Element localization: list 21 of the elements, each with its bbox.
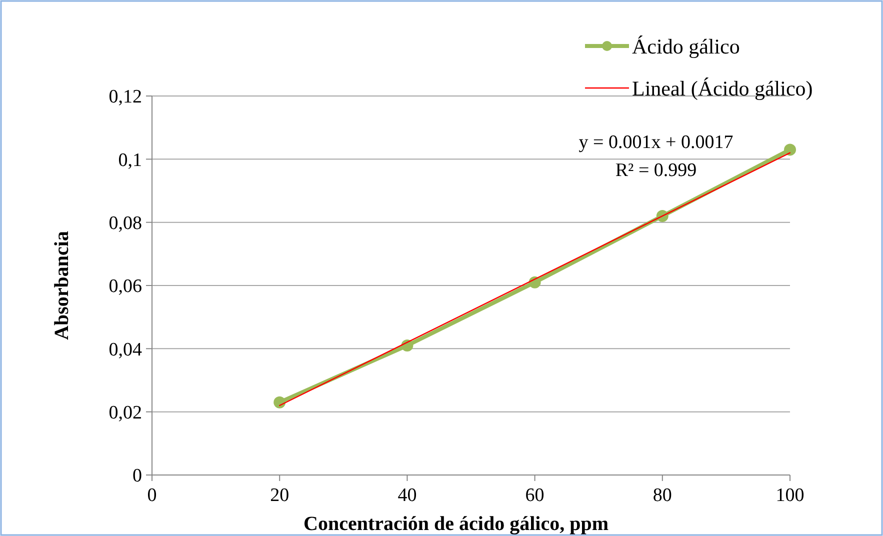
x-tick-label: 20	[270, 485, 290, 506]
y-tick-label: 0,08	[108, 212, 142, 234]
annotation: R² = 0.999	[615, 160, 697, 181]
y-tick-label: 0,06	[108, 276, 142, 298]
x-axis-title: Concentración de ácido gálico, ppm	[304, 513, 609, 535]
y-tick-label: 0,04	[108, 339, 142, 360]
y-tick-label: 0,1	[118, 150, 142, 171]
legend-label: Ácido gálico	[632, 34, 740, 58]
y-tick-label: 0,02	[108, 402, 142, 424]
y-axis-title: Absorbancia	[51, 231, 73, 340]
x-tick-label: 0	[147, 485, 157, 506]
x-tick-label: 40	[398, 485, 417, 506]
y-tick-label: 0,12	[108, 86, 142, 108]
legend-label: Lineal (Ácido gálico)	[632, 76, 813, 100]
x-tick-label: 100	[776, 485, 804, 506]
y-tick-label: 0	[132, 466, 142, 487]
annotation: y = 0.001x + 0.0017	[578, 132, 734, 153]
point	[784, 144, 796, 156]
point	[274, 396, 286, 408]
x-tick-label: 80	[652, 485, 672, 506]
x-tick-label: 60	[525, 485, 544, 506]
